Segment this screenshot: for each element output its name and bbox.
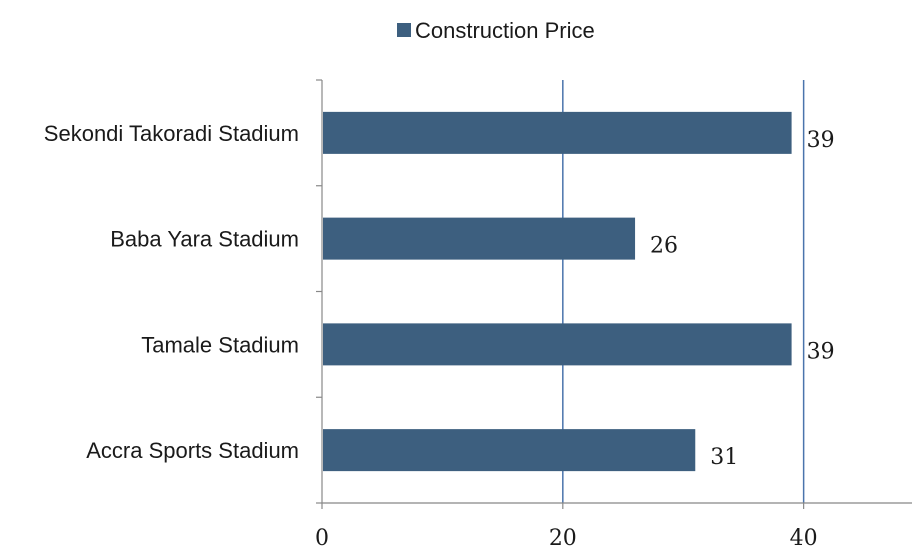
category-label: Sekondi Takoradi Stadium: [44, 121, 299, 146]
bar: [323, 217, 636, 260]
x-tick-label: 0: [315, 526, 329, 547]
bar: [323, 323, 792, 366]
x-tick-label: 40: [790, 526, 818, 547]
data-label: 39: [807, 128, 835, 153]
bar: [323, 429, 696, 472]
bars: [323, 111, 792, 472]
data-label: 39: [807, 339, 835, 364]
category-label: Tamale Stadium: [141, 332, 299, 357]
labels: 0 20 40 Sekondi Takoradi Stadium 39 Baba Yara…: [44, 121, 835, 547]
axes: [316, 79, 912, 509]
category-label: Baba Yara Stadium: [110, 227, 299, 252]
data-label: 31: [710, 445, 738, 470]
legend-swatch: [397, 23, 411, 37]
legend: Construction Price: [397, 18, 595, 43]
category-label: Accra Sports Stadium: [86, 438, 299, 463]
bar: [323, 111, 792, 154]
data-label: 26: [650, 234, 678, 259]
x-tick-label: 20: [549, 526, 577, 547]
legend-label: Construction Price: [415, 18, 595, 43]
